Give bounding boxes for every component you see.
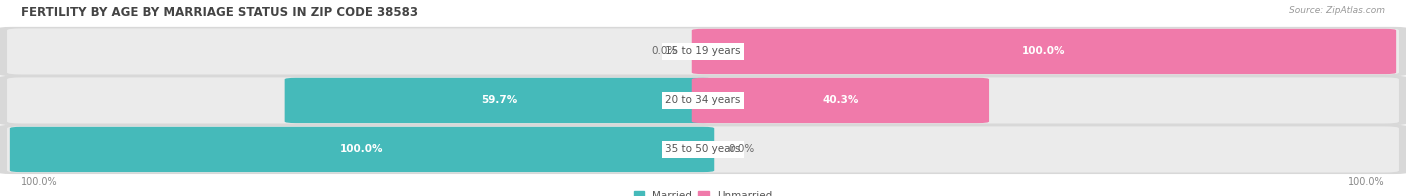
- Text: 100.0%: 100.0%: [340, 144, 384, 154]
- FancyBboxPatch shape: [692, 78, 988, 123]
- FancyBboxPatch shape: [692, 29, 1396, 74]
- Text: 59.7%: 59.7%: [481, 95, 517, 105]
- FancyBboxPatch shape: [0, 27, 1406, 76]
- Text: 0.0%: 0.0%: [728, 144, 755, 154]
- Text: 35 to 50 years: 35 to 50 years: [665, 144, 741, 154]
- Text: 15 to 19 years: 15 to 19 years: [665, 46, 741, 56]
- Text: 40.3%: 40.3%: [823, 95, 859, 105]
- FancyBboxPatch shape: [7, 28, 1399, 74]
- FancyBboxPatch shape: [0, 125, 1406, 174]
- Legend: Married, Unmarried: Married, Unmarried: [634, 191, 772, 196]
- Text: Source: ZipAtlas.com: Source: ZipAtlas.com: [1289, 6, 1385, 15]
- Text: 100.0%: 100.0%: [1022, 46, 1066, 56]
- Text: 100.0%: 100.0%: [21, 177, 58, 187]
- FancyBboxPatch shape: [7, 126, 1399, 172]
- Text: 0.0%: 0.0%: [651, 46, 678, 56]
- Text: 20 to 34 years: 20 to 34 years: [665, 95, 741, 105]
- FancyBboxPatch shape: [284, 78, 714, 123]
- Text: FERTILITY BY AGE BY MARRIAGE STATUS IN ZIP CODE 38583: FERTILITY BY AGE BY MARRIAGE STATUS IN Z…: [21, 6, 418, 19]
- FancyBboxPatch shape: [10, 127, 714, 172]
- FancyBboxPatch shape: [0, 76, 1406, 125]
- FancyBboxPatch shape: [7, 77, 1399, 123]
- Text: 100.0%: 100.0%: [1348, 177, 1385, 187]
